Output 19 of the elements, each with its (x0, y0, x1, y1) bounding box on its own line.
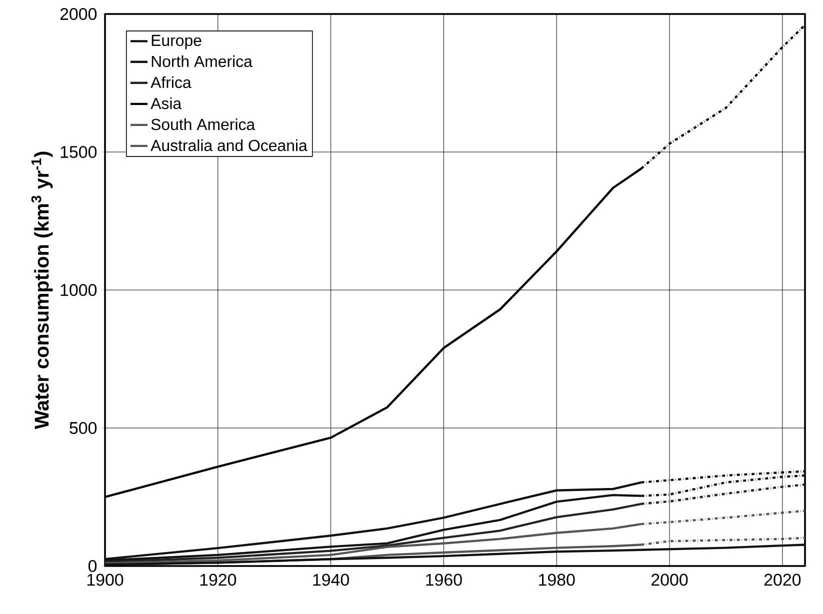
x-tick-label: 2020 (764, 574, 801, 586)
legend-label: North America (152, 55, 252, 68)
x-tick-label: 1940 (313, 574, 349, 586)
legend-label: Australia and Oceania (150, 139, 308, 152)
x-tick-label: 1960 (426, 574, 462, 586)
y-tick-label: 0 (88, 560, 97, 572)
y-tick-label: 2000 (60, 8, 97, 20)
x-tick-label: 1900 (87, 574, 124, 586)
legend-label: Africa (150, 76, 192, 88)
y-tick-label: 500 (70, 422, 97, 434)
y-tick-label: 1000 (60, 284, 97, 296)
y-tick-label: 1500 (60, 146, 97, 158)
legend-label: Europe (152, 34, 202, 50)
x-tick-label: 1920 (200, 574, 236, 586)
legend-label: South America (151, 118, 256, 130)
text: Water consumption (km$^{3}$ yr$^{-1}$) (31, 152, 53, 430)
x-tick-label: 2000 (652, 574, 688, 586)
legend-label: Asia (150, 97, 182, 110)
x-tick-label: 1980 (539, 574, 575, 586)
